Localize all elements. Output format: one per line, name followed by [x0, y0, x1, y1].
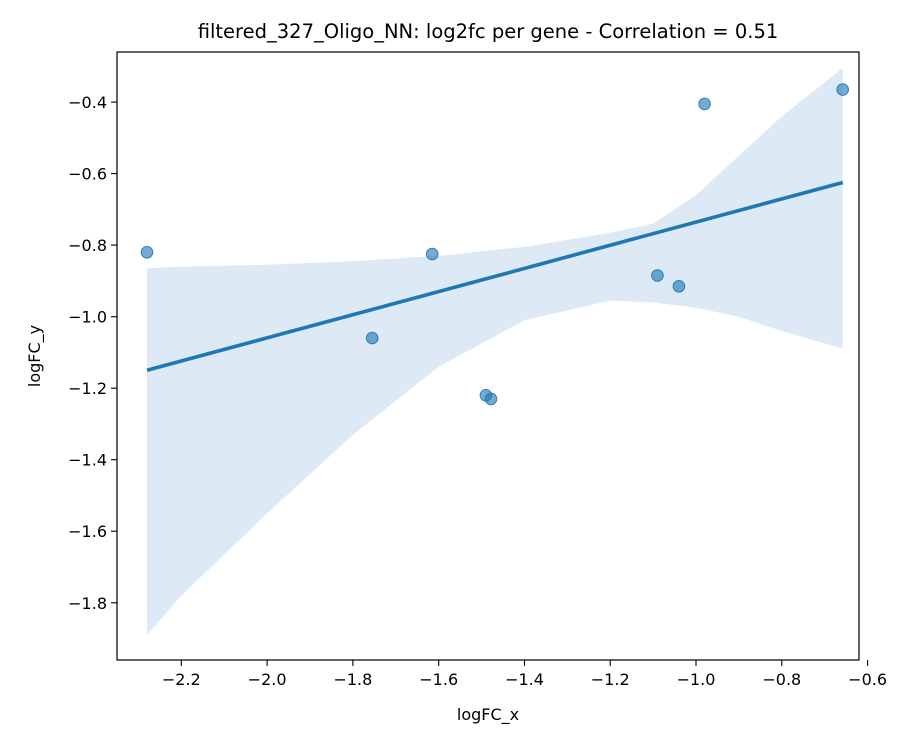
- y-axis: −1.8 −1.6 −1.4 −1.2 −1.0 −0.8 −0.6 −0.4: [68, 93, 117, 613]
- x-tick-label: −1.4: [505, 670, 544, 689]
- axes-frame: [116, 51, 860, 661]
- y-axis-label: logFC_y: [25, 325, 45, 387]
- data-point-9: [836, 83, 850, 96]
- data-point-7: [672, 280, 686, 293]
- confidence-band: [147, 68, 843, 636]
- x-tick-label: −1.8: [333, 670, 372, 689]
- data-point-1: [140, 246, 154, 259]
- y-tick-label: −0.8: [68, 236, 107, 255]
- x-axis-label: logFC_x: [457, 705, 519, 725]
- data-point-6: [651, 269, 664, 282]
- x-tick-label: −0.6: [848, 670, 887, 689]
- plot-area: [140, 68, 850, 636]
- y-tick-label: −1.4: [68, 451, 107, 470]
- data-point-5: [484, 392, 498, 406]
- y-tick-label: −1.8: [68, 594, 107, 613]
- y-tick-label: −0.6: [68, 165, 107, 184]
- y-tick-label: −0.4: [68, 93, 107, 112]
- x-tick-label: −1.2: [591, 670, 630, 689]
- data-point-3: [425, 247, 439, 261]
- y-tick-label: −1.0: [68, 308, 107, 327]
- x-tick-label: −2.0: [248, 670, 287, 689]
- x-tick-label: −0.8: [762, 670, 801, 689]
- data-point-2: [365, 331, 379, 345]
- x-tick-label: −1.0: [677, 670, 716, 689]
- x-axis: −2.2 −2.0 −1.8 −1.6 −1.4 −1.2 −1.0 −0.8 −0.6: [162, 660, 887, 689]
- chart-title: filtered_327_Oligo_NN: log2fc per gene -…: [198, 20, 779, 43]
- x-tick-label: −1.6: [419, 670, 458, 689]
- x-tick-label: −2.2: [162, 670, 201, 689]
- y-tick-label: −1.2: [68, 379, 107, 398]
- regression-line: [146, 180, 844, 373]
- y-tick-label: −1.6: [68, 522, 107, 541]
- data-point-8: [698, 97, 711, 111]
